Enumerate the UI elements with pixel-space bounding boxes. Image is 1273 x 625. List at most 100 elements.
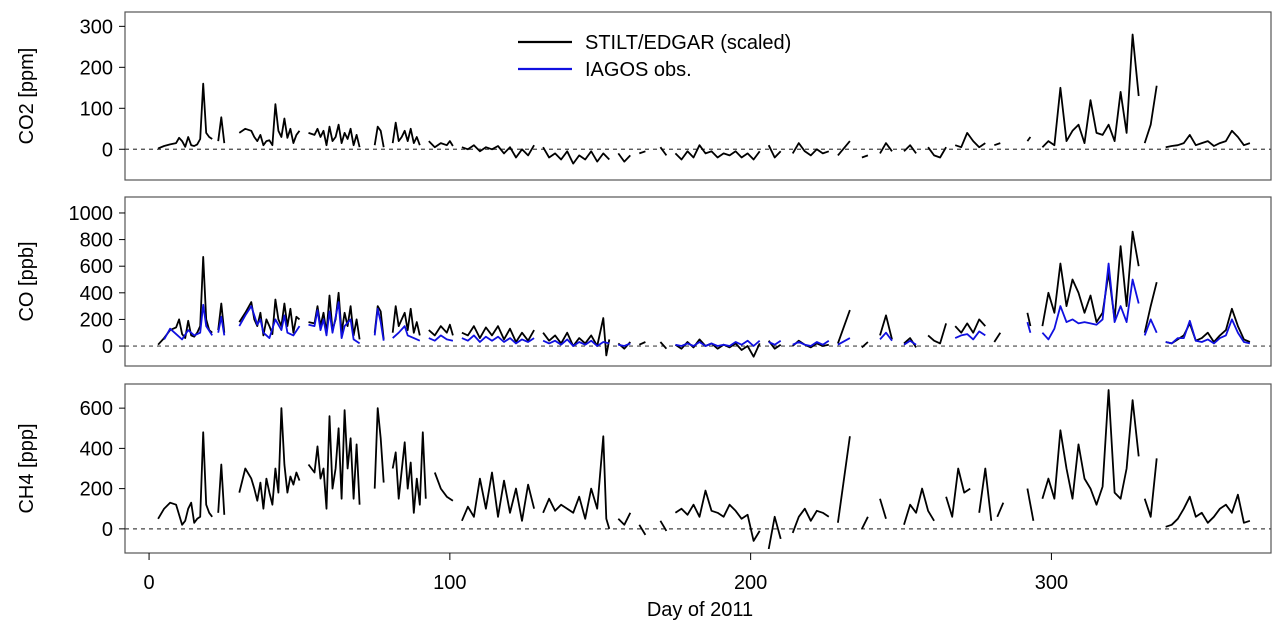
- series-line-segment: [542, 146, 610, 165]
- panel-frame: [124, 196, 1272, 367]
- y-tick-label: 0: [102, 336, 113, 358]
- series-line-segment: [617, 152, 631, 163]
- series-line-segment: [638, 341, 646, 346]
- series-line-segment: [618, 342, 631, 347]
- series-line-segment: [659, 520, 668, 532]
- y-tick-label: 200: [80, 309, 113, 331]
- series-line-segment: [674, 144, 761, 161]
- series-line-segment: [879, 314, 893, 340]
- panel-2: 0 200 400 600 800 1000 CO [ppb]: [16, 196, 1272, 367]
- series-line-segment: [659, 341, 668, 350]
- x-axis-title: Day of 2011: [647, 599, 753, 621]
- y-axis-title: CO2 [ppm]: [16, 48, 38, 145]
- series-line-segment: [373, 307, 385, 341]
- panel-frame: [124, 383, 1272, 554]
- x-axis: 0 100 200 300: [144, 553, 1068, 594]
- y-tick-label: 300: [80, 16, 113, 38]
- series-line-segment: [1026, 136, 1032, 142]
- series-line-segment: [391, 305, 421, 336]
- series-line-segment: [791, 142, 830, 157]
- series-line-segment: [945, 467, 971, 518]
- y-tick-label: 100: [80, 98, 113, 120]
- series-line-segment: [1165, 493, 1251, 528]
- series-line-segment: [837, 337, 851, 346]
- series-line-segment: [927, 323, 947, 345]
- series-line-segment: [1041, 262, 1140, 341]
- series-line-segment: [461, 471, 535, 522]
- y-tick-label: 1000: [69, 203, 114, 225]
- series-line-segment: [157, 255, 213, 346]
- series-line-segment: [1026, 321, 1032, 333]
- series-line-segment: [1165, 129, 1251, 149]
- series-line-segment: [837, 436, 851, 523]
- series-line-segment: [861, 516, 869, 530]
- series-line-segment: [1165, 318, 1251, 345]
- series-line-segment: [1143, 281, 1158, 333]
- panel-1: 0 100 200 300 CO2 [ppm]: [16, 11, 1272, 181]
- series-stilt-edgar-scaled: [157, 230, 1251, 358]
- series-line-segment: [639, 150, 646, 155]
- series-line-segment: [428, 323, 454, 337]
- series-line-segment: [373, 125, 385, 148]
- y-tick-label: 200: [80, 479, 113, 501]
- series-line-segment: [837, 309, 851, 344]
- series-line-segment: [217, 116, 226, 144]
- series-line-segment: [903, 144, 917, 154]
- y-tick-label: 800: [80, 230, 113, 252]
- series-line-segment: [792, 339, 830, 347]
- series-line-segment: [674, 489, 761, 542]
- series-line-segment: [1041, 33, 1140, 148]
- series-line-segment: [1143, 318, 1158, 336]
- series-iagos-obs: [163, 262, 1251, 347]
- x-tick-label: 0: [144, 572, 155, 594]
- y-tick-label: 600: [80, 256, 113, 278]
- series-line-segment: [238, 305, 301, 340]
- series-line-segment: [373, 407, 385, 489]
- series-line-segment: [638, 524, 647, 536]
- series-line-segment: [1143, 85, 1158, 144]
- series-line-segment: [879, 498, 887, 520]
- panel-frame: [124, 11, 1272, 181]
- series-line-segment: [879, 142, 893, 154]
- series-line-segment: [428, 140, 454, 149]
- series-line-segment: [461, 325, 535, 343]
- series-line-segment: [1041, 230, 1140, 327]
- series-line-segment: [217, 302, 226, 333]
- series-line-segment: [617, 512, 632, 526]
- x-tick-label: 100: [433, 572, 466, 594]
- y-tick-label: 0: [102, 519, 113, 541]
- series-line-segment: [767, 144, 782, 159]
- series-line-segment: [307, 409, 361, 510]
- series-line-segment: [993, 332, 1002, 343]
- series-line-segment: [954, 330, 986, 341]
- series-line-segment: [391, 121, 421, 146]
- y-tick-label: 0: [102, 139, 113, 161]
- series-line-segment: [461, 334, 535, 345]
- series-line-segment: [1026, 488, 1035, 521]
- series-line-segment: [308, 123, 361, 148]
- series-line-segment: [792, 339, 829, 349]
- series-line-segment: [879, 331, 893, 342]
- series-line-segment: [308, 301, 361, 345]
- y-tick-label: 200: [80, 57, 113, 79]
- y-tick-label: 400: [80, 438, 113, 460]
- series-line-segment: [157, 82, 213, 150]
- x-tick-label: 200: [734, 572, 767, 594]
- series-line-segment: [996, 502, 1005, 518]
- series-line-segment: [675, 339, 761, 347]
- series-line-segment: [217, 463, 226, 515]
- series-line-segment: [1143, 458, 1158, 518]
- series-line-segment: [163, 303, 213, 341]
- series-line-segment: [659, 146, 668, 156]
- series-line-segment: [861, 341, 869, 349]
- series-line-segment: [238, 407, 301, 510]
- y-axis-title: CH4 [ppp]: [16, 423, 38, 513]
- series-line-segment: [217, 315, 226, 336]
- series-line-segment: [837, 140, 851, 156]
- series-line-segment: [994, 142, 1001, 147]
- series-line-segment: [461, 144, 535, 159]
- series-line-segment: [542, 338, 610, 347]
- x-tick-label: 300: [1035, 572, 1068, 594]
